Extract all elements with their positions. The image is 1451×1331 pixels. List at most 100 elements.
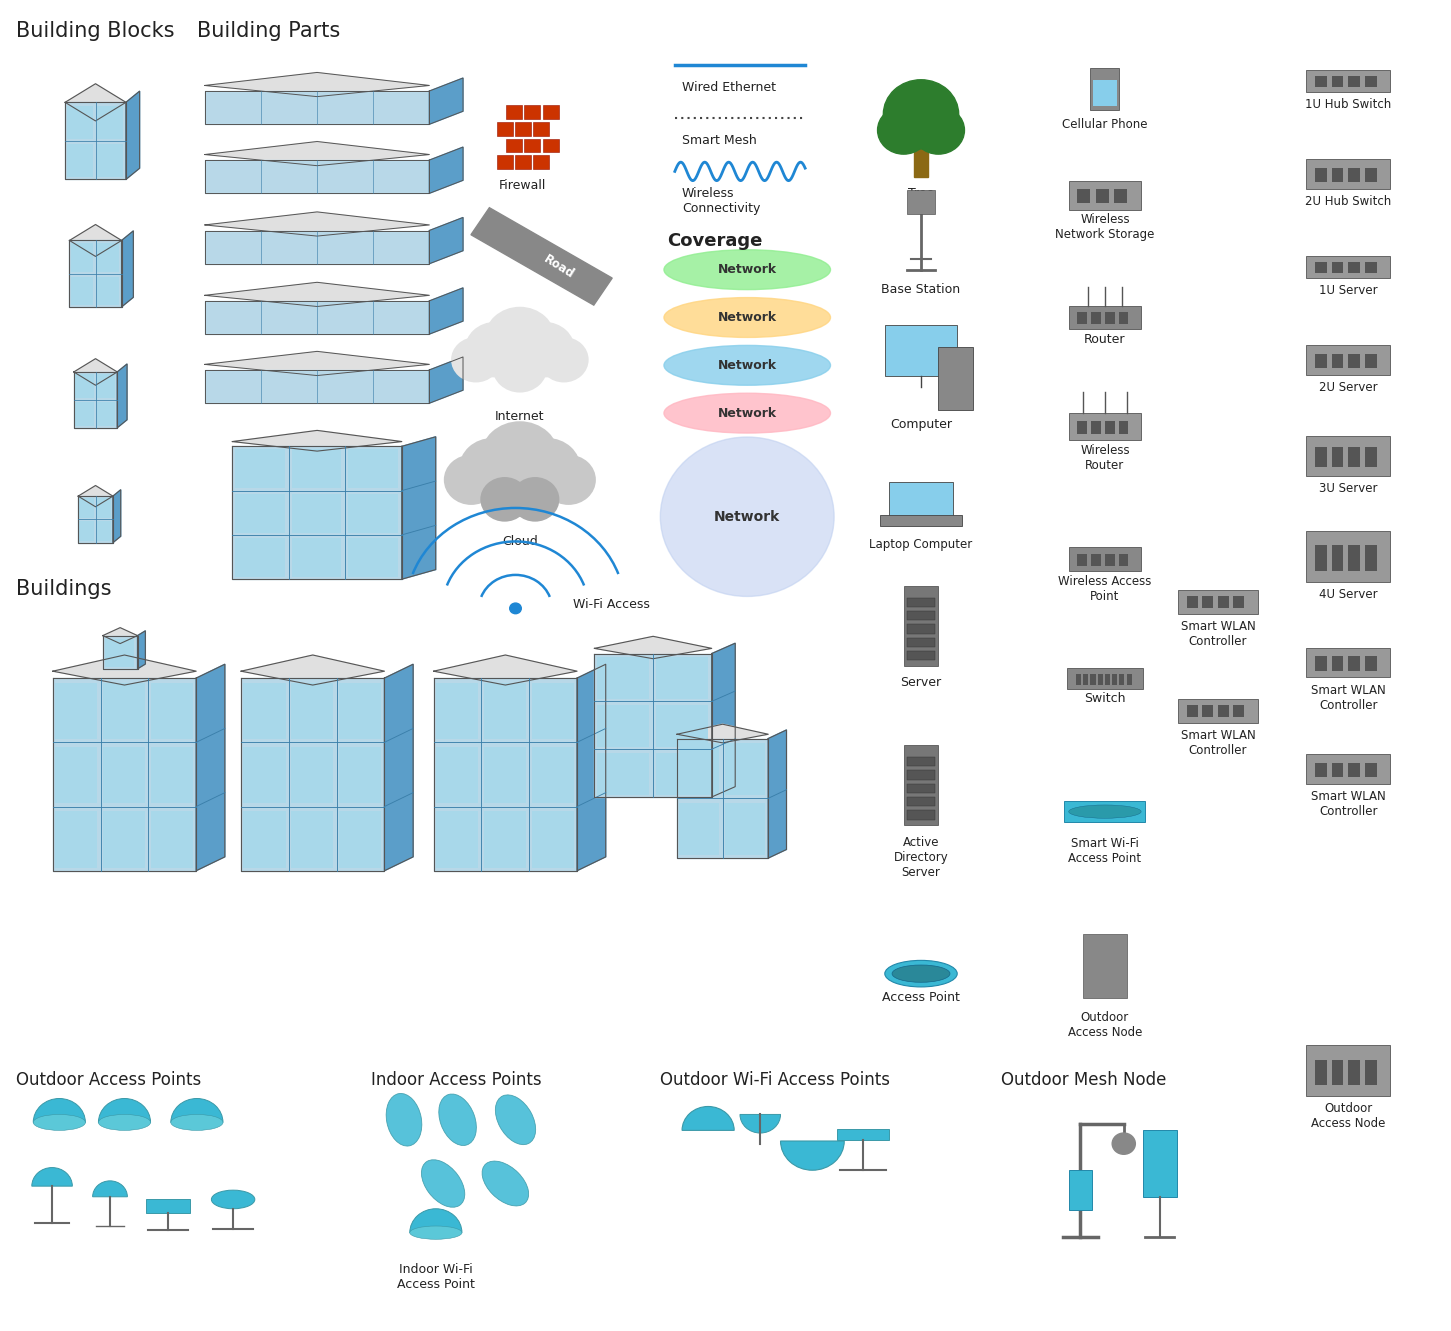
Ellipse shape xyxy=(892,965,950,982)
Bar xyxy=(907,598,936,607)
Polygon shape xyxy=(348,494,398,532)
Bar xyxy=(1315,76,1326,87)
Polygon shape xyxy=(679,803,720,855)
Polygon shape xyxy=(97,498,112,518)
Polygon shape xyxy=(437,683,479,739)
Polygon shape xyxy=(595,654,712,797)
Text: Router: Router xyxy=(1084,334,1126,346)
Bar xyxy=(1187,596,1197,608)
Polygon shape xyxy=(292,494,341,532)
Text: Wireless Access
Point: Wireless Access Point xyxy=(1058,575,1152,603)
Bar xyxy=(907,190,936,214)
Polygon shape xyxy=(80,522,94,542)
Text: Wired Ethernet: Wired Ethernet xyxy=(682,81,776,95)
Bar xyxy=(1332,76,1344,87)
Text: Wireless
Network Storage: Wireless Network Storage xyxy=(1055,213,1155,241)
Text: Cloud: Cloud xyxy=(502,535,538,548)
Bar xyxy=(1065,801,1145,823)
Bar xyxy=(907,797,936,807)
Bar xyxy=(1104,673,1110,684)
Circle shape xyxy=(1111,1133,1135,1154)
Circle shape xyxy=(444,455,499,504)
Ellipse shape xyxy=(665,250,830,290)
Bar xyxy=(1365,656,1377,671)
Text: Network: Network xyxy=(718,359,776,371)
Wedge shape xyxy=(171,1098,223,1122)
Text: 2U Hub Switch: 2U Hub Switch xyxy=(1304,196,1392,209)
Wedge shape xyxy=(99,1098,151,1122)
Bar xyxy=(1091,313,1101,325)
Polygon shape xyxy=(241,677,385,870)
Bar xyxy=(1348,262,1360,273)
Bar xyxy=(1119,673,1125,684)
Bar xyxy=(1104,421,1114,434)
Polygon shape xyxy=(104,639,135,667)
Text: Internet: Internet xyxy=(495,410,544,423)
Polygon shape xyxy=(656,704,708,747)
Circle shape xyxy=(878,106,930,154)
Circle shape xyxy=(514,322,575,378)
Polygon shape xyxy=(205,160,429,193)
Bar xyxy=(1306,435,1390,475)
Bar xyxy=(1203,705,1213,717)
Bar xyxy=(1365,447,1377,467)
Polygon shape xyxy=(205,230,429,264)
Wedge shape xyxy=(32,1167,73,1186)
Polygon shape xyxy=(340,811,382,868)
Bar xyxy=(904,745,939,825)
Bar xyxy=(1348,1059,1360,1085)
Bar xyxy=(1104,554,1114,566)
Text: Wi-Fi Access: Wi-Fi Access xyxy=(573,598,650,611)
Bar xyxy=(506,105,522,118)
Polygon shape xyxy=(118,363,128,427)
Text: Buildings: Buildings xyxy=(16,579,112,599)
Circle shape xyxy=(540,337,589,382)
Ellipse shape xyxy=(99,1114,151,1130)
Polygon shape xyxy=(71,244,93,272)
Polygon shape xyxy=(598,658,649,699)
Bar xyxy=(1233,596,1245,608)
Text: Active
Directory
Server: Active Directory Server xyxy=(894,836,949,878)
Polygon shape xyxy=(292,538,341,576)
Bar xyxy=(1332,763,1344,777)
Polygon shape xyxy=(483,683,525,739)
Polygon shape xyxy=(429,217,463,264)
Bar xyxy=(1069,181,1140,210)
Bar xyxy=(1315,763,1326,777)
Wedge shape xyxy=(740,1114,781,1133)
Polygon shape xyxy=(434,655,577,685)
Bar xyxy=(1078,554,1087,566)
Bar xyxy=(1233,705,1245,717)
Bar xyxy=(1114,189,1127,204)
Polygon shape xyxy=(80,498,94,518)
Polygon shape xyxy=(205,91,429,124)
Bar xyxy=(1315,656,1326,671)
Bar xyxy=(889,482,953,522)
Polygon shape xyxy=(71,277,93,305)
Polygon shape xyxy=(385,664,414,870)
Text: Building Blocks: Building Blocks xyxy=(16,21,174,41)
Bar xyxy=(515,122,531,136)
Polygon shape xyxy=(97,244,119,272)
Wedge shape xyxy=(781,1141,844,1170)
Polygon shape xyxy=(65,102,126,180)
Polygon shape xyxy=(97,277,119,305)
Polygon shape xyxy=(241,655,385,685)
Bar xyxy=(496,156,512,169)
Text: Wireless
Connectivity: Wireless Connectivity xyxy=(682,188,760,216)
Text: 4U Server: 4U Server xyxy=(1319,588,1377,602)
Polygon shape xyxy=(244,747,286,804)
Polygon shape xyxy=(151,683,193,739)
Text: Smart WLAN
Controller: Smart WLAN Controller xyxy=(1181,729,1255,757)
Polygon shape xyxy=(205,72,429,97)
Text: Laptop Computer: Laptop Computer xyxy=(869,538,972,551)
Text: Road: Road xyxy=(541,253,576,281)
Bar xyxy=(1078,421,1087,434)
Bar xyxy=(939,347,974,410)
Ellipse shape xyxy=(409,1226,461,1239)
Bar xyxy=(1084,673,1088,684)
Bar xyxy=(1126,673,1132,684)
Text: Coverage: Coverage xyxy=(667,233,763,250)
Polygon shape xyxy=(196,664,225,870)
Circle shape xyxy=(480,476,530,522)
